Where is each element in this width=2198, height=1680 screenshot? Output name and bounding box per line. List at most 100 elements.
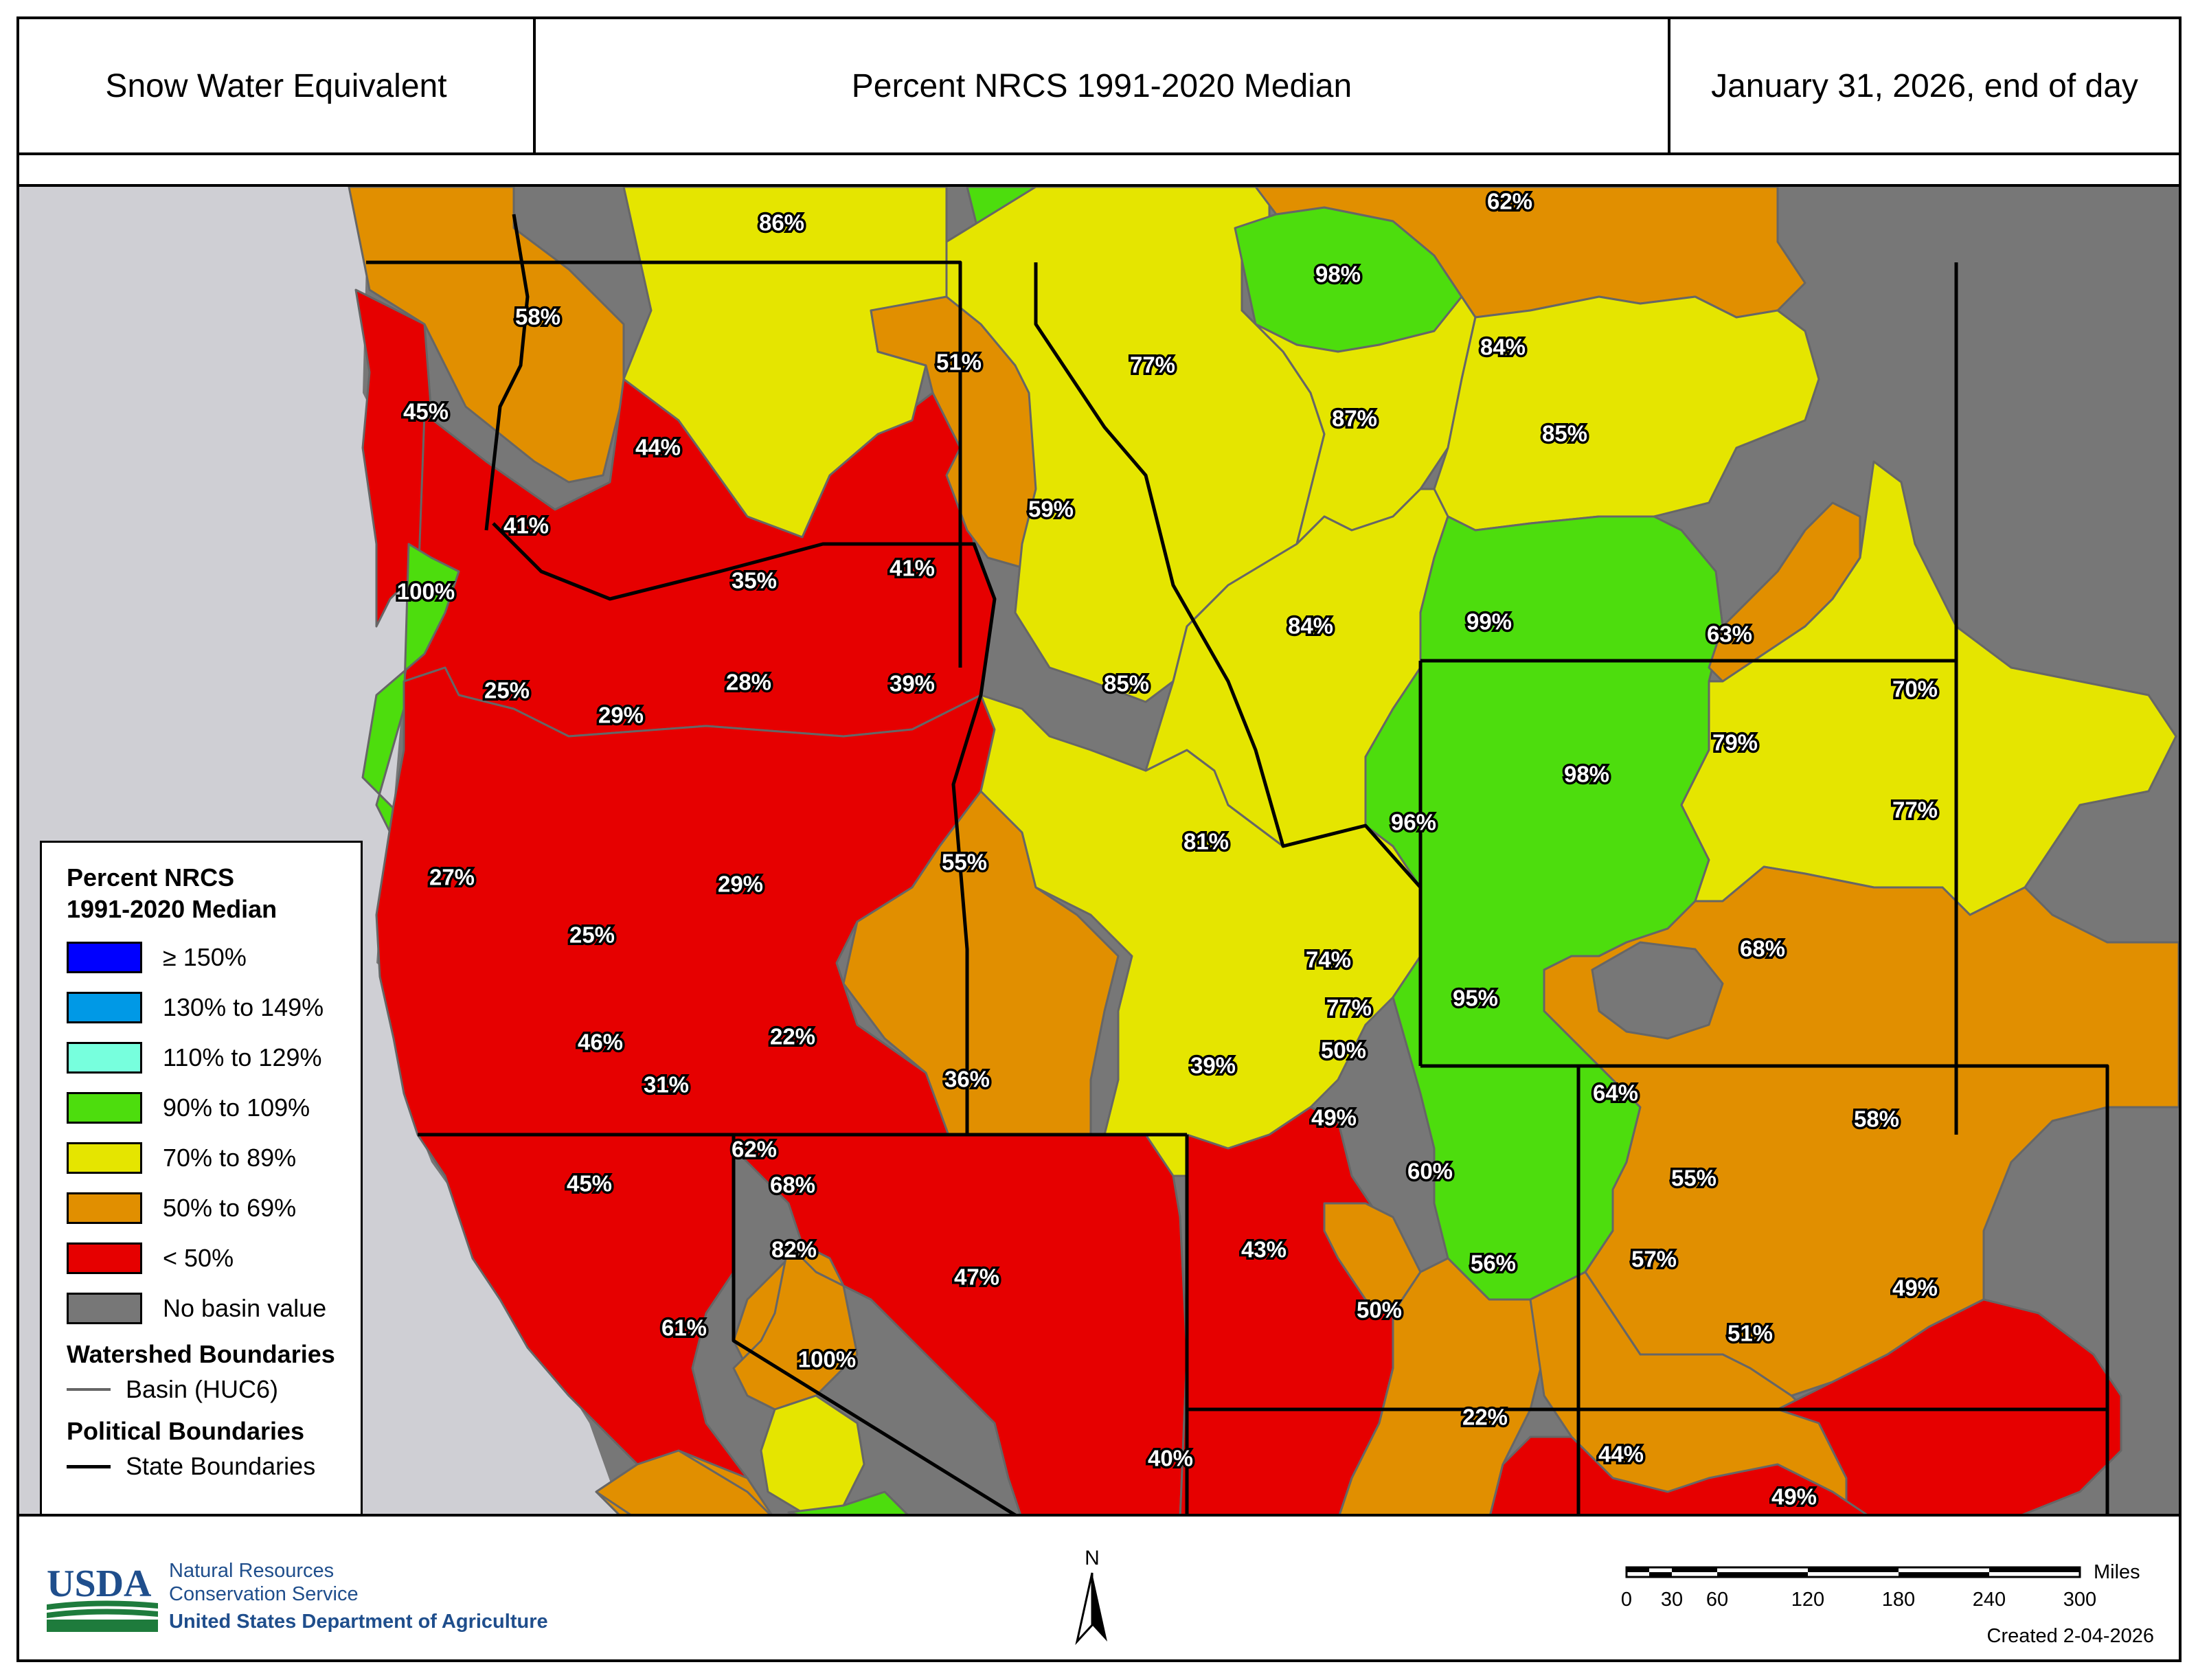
legend-basin-label: Basin (HUC6) — [126, 1375, 279, 1403]
basin-percent-label: 51% — [1727, 1321, 1773, 1346]
map-frame: Snow Water Equivalent Percent NRCS 1991-… — [16, 16, 2182, 1662]
basin-percent-label: 41% — [890, 556, 935, 581]
basin-percent-label: 36% — [944, 1067, 990, 1092]
basin-region — [1591, 941, 1724, 1040]
legend-swatch — [67, 1292, 142, 1324]
basin-percent-label: 35% — [732, 568, 777, 593]
legend-label: < 50% — [163, 1243, 234, 1272]
basin-percent-label: 82% — [771, 1237, 817, 1262]
scale-tick: 120 — [1791, 1589, 1824, 1611]
map-title-date: January 31, 2026, end of day — [1711, 67, 2138, 104]
north-arrow-icon — [1075, 1572, 1107, 1646]
legend-item: 90% to 109% — [67, 1082, 361, 1133]
legend-label: ≥ 150% — [163, 942, 247, 971]
agency-line-3: United States Department of Agriculture — [169, 1611, 548, 1633]
basin-percent-label: 25% — [484, 678, 530, 703]
basin-percent-label: 87% — [1332, 406, 1377, 431]
basin-percent-label: 84% — [1288, 613, 1333, 639]
legend-label: No basin value — [163, 1293, 327, 1322]
legend-item: < 50% — [67, 1233, 361, 1283]
basin-percent-label: 27% — [429, 865, 475, 890]
basin-percent-label: 45% — [567, 1171, 612, 1196]
basin-percent-label: 51% — [936, 350, 982, 375]
basin-percent-label: 59% — [1028, 497, 1074, 522]
basin-percent-label: 40% — [1148, 1446, 1193, 1471]
basin-percent-label: 45% — [403, 399, 449, 424]
basin-percent-label: 49% — [1771, 1484, 1817, 1510]
state-boundary — [492, 522, 997, 1135]
basin-percent-label: 50% — [1321, 1038, 1366, 1063]
basin-percent-label: 62% — [732, 1137, 777, 1162]
legend-swatch — [67, 1041, 142, 1074]
legend-swatch — [67, 1091, 142, 1124]
basin-percent-label: 63% — [1707, 622, 1752, 647]
basin-percent-label: 39% — [890, 671, 935, 696]
basin-percent-label: 58% — [515, 304, 560, 330]
basin-percent-label: 81% — [1183, 829, 1229, 854]
map-footer: USDA Natural Resources Conservation Serv… — [19, 1517, 2179, 1659]
basin-percent-label: 44% — [635, 435, 681, 460]
basin-percent-label: 31% — [644, 1072, 689, 1098]
north-arrow: N — [1072, 1547, 1113, 1651]
basin-percent-label: 46% — [578, 1030, 623, 1055]
state-boundary — [1420, 1064, 2109, 1514]
legend-item: 110% to 129% — [67, 1032, 361, 1082]
legend-basin-line: Basin (HUC6) — [67, 1369, 361, 1410]
basin-map: 86% 62% 98% 58% 51% 77% 84% 45% 44% 87% … — [19, 187, 2179, 1514]
agency-name: Natural Resources Conservation Service U… — [169, 1559, 548, 1633]
basin-percent-label: 74% — [1306, 947, 1351, 973]
legend-swatch — [67, 991, 142, 1023]
legend-label: 50% to 69% — [163, 1193, 297, 1222]
basin-line-sample — [67, 1388, 111, 1391]
legend-subtitle: 1991-2020 Median — [67, 895, 277, 923]
legend-state-line: State Boundaries — [67, 1446, 361, 1487]
map-area: 86% 62% 98% 58% 51% 77% 84% 45% 44% 87% … — [19, 184, 2179, 1517]
scale-tick: 240 — [1973, 1589, 2006, 1611]
legend-label: 90% to 109% — [163, 1093, 310, 1122]
basin-percent-label: 77% — [1130, 352, 1175, 378]
basin-region — [595, 1449, 771, 1514]
legend-label: 70% to 89% — [163, 1143, 297, 1172]
basin-percent-label: 95% — [1453, 986, 1498, 1011]
basin-percent-label: 22% — [770, 1024, 815, 1049]
legend-swatch — [67, 941, 142, 973]
scale-tick: 30 — [1661, 1589, 1683, 1611]
basin-percent-label: 49% — [1892, 1275, 1938, 1301]
scale-tick: 180 — [1882, 1589, 1915, 1611]
scale-bar: Miles 0 30 60 120 180 240 300 — [1621, 1561, 2140, 1611]
state-boundary — [484, 214, 530, 531]
state-line-sample — [67, 1464, 111, 1468]
state-boundary — [1034, 262, 1422, 889]
legend-item: No basin value — [67, 1283, 361, 1333]
legend-swatch — [67, 1192, 142, 1224]
basin-percent-label: 64% — [1593, 1080, 1638, 1106]
agency-line-2: Conservation Service — [169, 1583, 359, 1605]
north-label: N — [1085, 1547, 1100, 1569]
legend-political-title: Political Boundaries — [67, 1417, 305, 1445]
basin-percent-label: 84% — [1480, 334, 1526, 360]
basin-percent-label: 22% — [1462, 1405, 1508, 1430]
legend-item: ≥ 150% — [67, 932, 361, 982]
basin-percent-label: 56% — [1471, 1251, 1516, 1276]
legend-item: 70% to 89% — [67, 1133, 361, 1183]
scale-tick: 300 — [2063, 1589, 2096, 1611]
basin-region — [732, 1133, 1188, 1514]
basin-percent-label: 44% — [1598, 1442, 1644, 1467]
legend-item: 130% to 149% — [67, 982, 361, 1032]
basin-percent-label: 86% — [759, 210, 804, 236]
map-header: Snow Water Equivalent Percent NRCS 1991-… — [19, 19, 2179, 155]
legend-label: 130% to 149% — [163, 992, 324, 1021]
basin-percent-label: 47% — [954, 1264, 999, 1290]
basin-percent-label: 25% — [569, 922, 615, 948]
basin-percent-label: 28% — [726, 670, 771, 695]
legend-item: 50% to 69% — [67, 1183, 361, 1233]
basin-percent-label: 85% — [1104, 671, 1149, 696]
usda-logo-icon: USDA — [47, 1563, 158, 1632]
basin-percent-label: 77% — [1326, 995, 1372, 1021]
basin-percent-label: 99% — [1466, 609, 1512, 635]
basin-percent-label: 68% — [770, 1172, 815, 1198]
basin-percent-label: 50% — [1357, 1297, 1402, 1323]
basin-region — [1776, 1298, 2122, 1514]
legend-label: 110% to 129% — [163, 1043, 322, 1071]
legend-watershed-title: Watershed Boundaries — [67, 1340, 335, 1368]
